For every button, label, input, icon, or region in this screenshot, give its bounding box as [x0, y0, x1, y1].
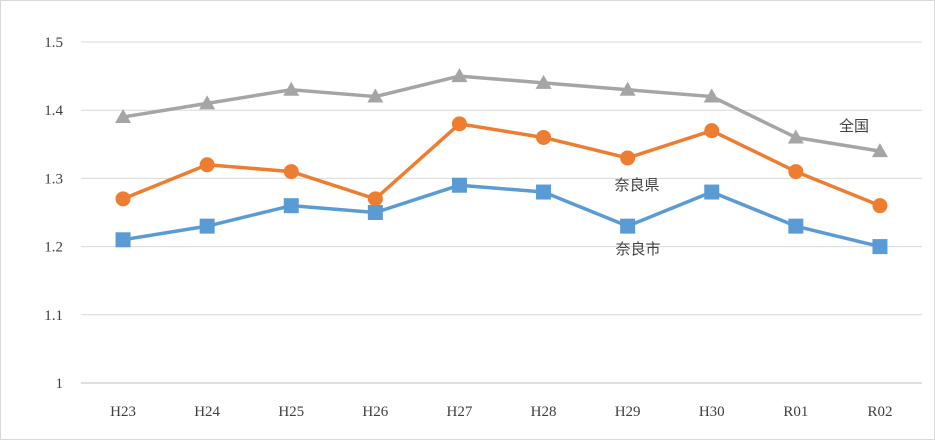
x-tick-label: H29 — [615, 404, 641, 420]
x-tick-label: H30 — [699, 404, 725, 420]
y-tick-label: 1.5 — [44, 35, 63, 51]
gridlines — [81, 41, 922, 384]
data-point — [620, 218, 636, 234]
data-point — [451, 68, 468, 83]
series-triangle — [115, 68, 888, 158]
series-label: 全国 — [839, 117, 869, 135]
x-tick-label: R01 — [783, 404, 808, 420]
data-point — [283, 198, 299, 214]
data-point — [199, 95, 216, 110]
y-tick-label: 1.1 — [44, 308, 63, 324]
data-point — [367, 88, 384, 103]
series-line — [122, 122, 881, 208]
x-axis-ticks: H23 H24 H25 H26 H27 H28 H29 H30 R01 R02 — [110, 404, 892, 420]
data-point — [199, 218, 215, 234]
data-point — [283, 164, 299, 180]
data-point — [367, 205, 383, 220]
data-point — [451, 116, 467, 132]
x-tick-label: H23 — [110, 404, 136, 420]
data-point — [703, 88, 720, 103]
y-tick-label: 1.4 — [44, 103, 63, 119]
y-axis-ticks: 1 1.1 1.2 1.3 1.4 1.5 — [44, 35, 63, 392]
data-point — [619, 81, 636, 96]
series-label: 奈良市 — [615, 240, 660, 258]
data-point — [872, 239, 888, 255]
x-tick-label: H25 — [278, 404, 304, 420]
data-point — [536, 129, 552, 145]
x-tick-label: H26 — [362, 404, 388, 420]
x-tick-label: H27 — [447, 404, 473, 420]
data-point — [115, 109, 132, 124]
data-point — [788, 164, 804, 180]
data-point — [115, 191, 131, 207]
series-line — [122, 183, 881, 249]
x-tick-label: R02 — [867, 404, 892, 420]
data-point — [451, 177, 467, 193]
data-point — [283, 81, 300, 96]
y-tick-label: 1.3 — [44, 171, 63, 187]
data-point — [620, 150, 636, 166]
series-circle — [115, 116, 888, 214]
x-tick-label: H24 — [194, 404, 220, 420]
data-point — [367, 191, 383, 207]
x-tick-label: H28 — [531, 404, 557, 420]
data-point — [199, 157, 215, 173]
data-point — [115, 232, 131, 248]
data-point — [536, 184, 552, 200]
data-point — [788, 218, 804, 234]
data-point — [871, 143, 888, 158]
data-point — [787, 129, 804, 144]
series-label: 奈良県 — [614, 176, 659, 194]
series-lines — [115, 68, 888, 255]
data-point — [872, 198, 888, 214]
series-square — [115, 177, 888, 255]
y-tick-label: 1.2 — [44, 240, 63, 256]
y-tick-label: 1 — [56, 376, 64, 392]
data-point — [704, 184, 720, 200]
data-point — [535, 74, 552, 89]
data-point — [704, 123, 720, 139]
series-line — [122, 74, 881, 153]
